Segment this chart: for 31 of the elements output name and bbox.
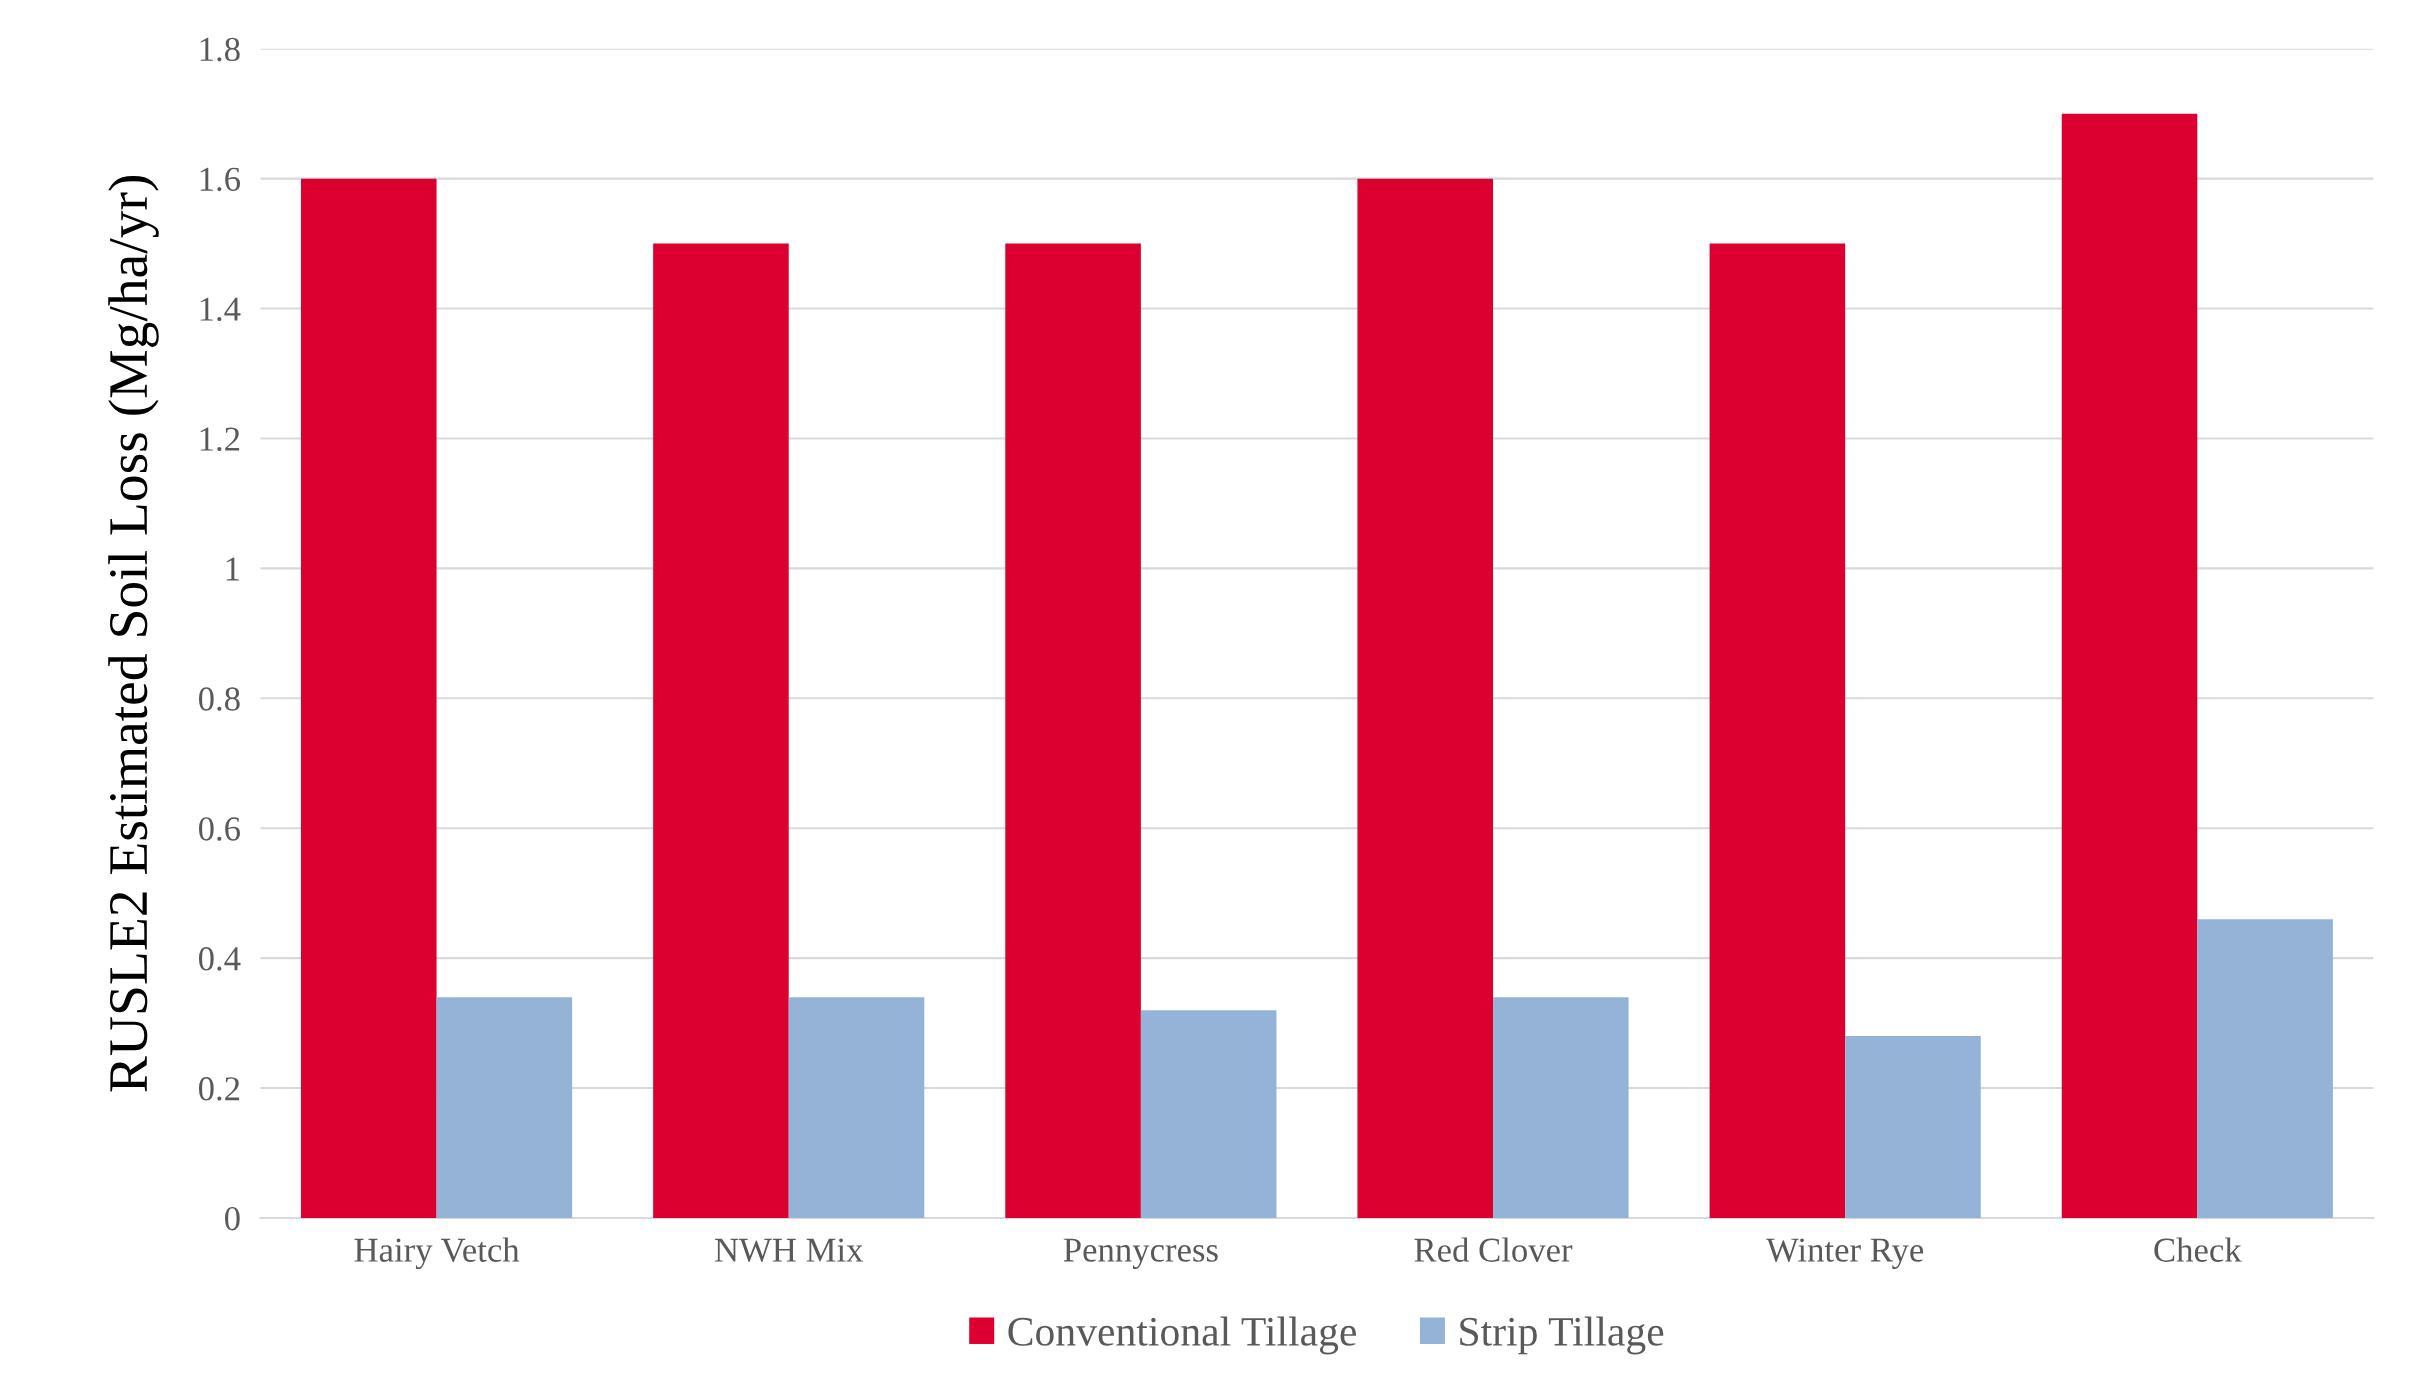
x-tick-label: Red Clover <box>1414 1237 1573 1262</box>
bar <box>300 178 437 1218</box>
y-tick-label: 1.4 <box>200 297 241 322</box>
legend-label: Strip Tillage <box>1460 1316 1664 1355</box>
bar <box>1357 178 1494 1218</box>
y-tick-label: 0.6 <box>198 817 241 841</box>
y-tick-label: 0.4 <box>198 947 241 971</box>
legend-label: Conventional Tillage <box>1008 1316 1356 1355</box>
bar <box>436 997 573 1218</box>
bar <box>2061 113 2198 1218</box>
y-tick-label: 0.2 <box>198 1077 240 1101</box>
bar <box>1709 243 1846 1218</box>
x-tick-label: Pennycress <box>1063 1238 1218 1269</box>
y-tick-label: 1.2 <box>200 427 240 452</box>
bar <box>1845 1036 1981 1218</box>
y-tick-label: 0 <box>225 1206 240 1231</box>
x-tick-label: Winter Rye <box>1766 1238 1924 1269</box>
x-tick-label: NWH Mix <box>714 1238 864 1263</box>
x-tick-label: Hairy Vetch <box>354 1237 520 1270</box>
bar <box>653 243 789 1218</box>
bar <box>2197 919 2333 1218</box>
bar <box>788 997 925 1218</box>
y-tick-label: 0.8 <box>198 687 240 711</box>
y-axis-title: RUSLE2 Estimated Soil Loss (Mg/ha/yr) <box>108 175 159 1092</box>
bar <box>1140 1010 1277 1218</box>
y-tick-label: 1 <box>226 557 239 581</box>
bar <box>1005 243 1141 1218</box>
y-tick-label: 1.8 <box>200 37 240 62</box>
x-tick-label: Check <box>2154 1237 2242 1262</box>
bar <box>1493 997 1629 1218</box>
y-tick-label: 1.6 <box>200 167 241 192</box>
